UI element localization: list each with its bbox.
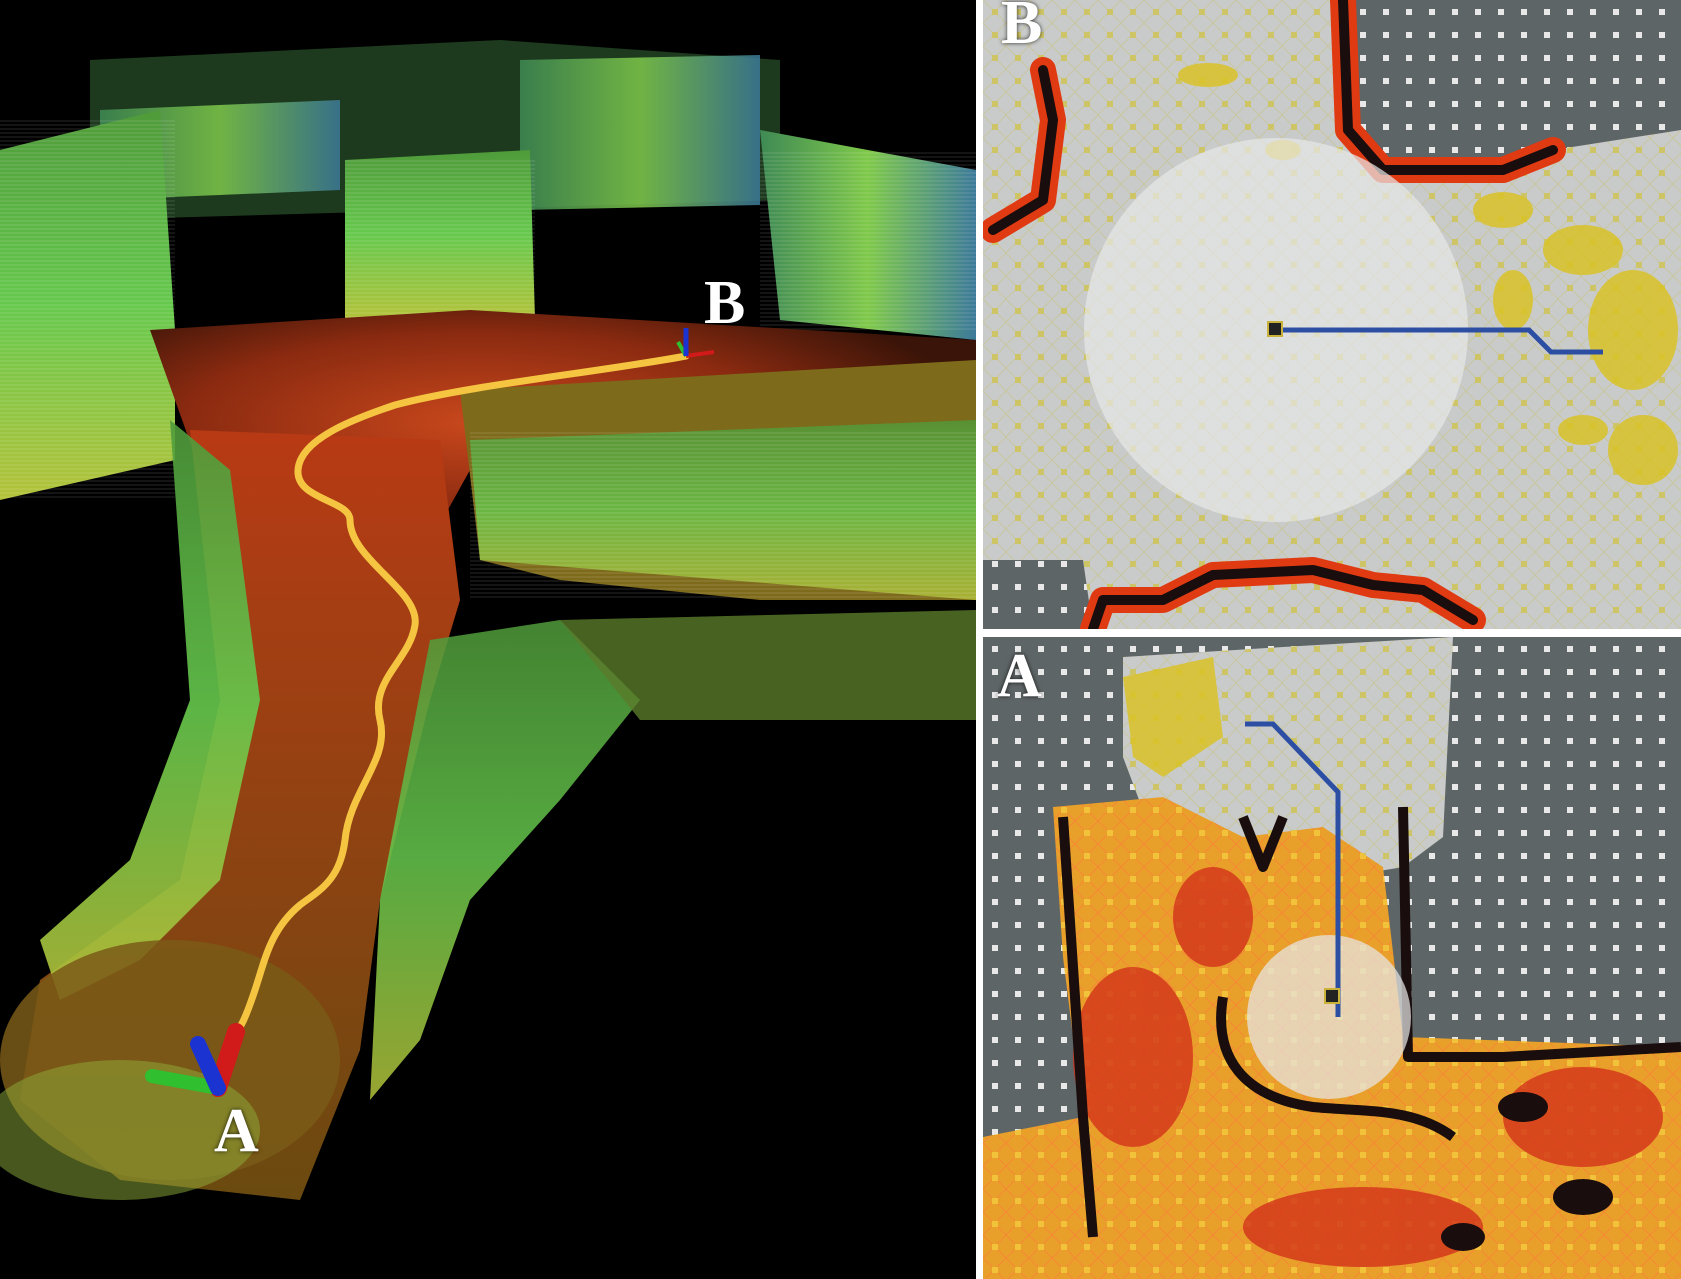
global-plan	[1276, 327, 1603, 355]
end-pose-axes	[676, 328, 715, 358]
start-pose-axes	[145, 1023, 245, 1097]
end-label: B	[704, 269, 746, 337]
inflated-cells-upper	[1123, 657, 1223, 777]
point-cloud-view	[0, 40, 976, 1200]
lethal-halo	[1073, 867, 1663, 1267]
point-cloud-panel: B A	[0, 40, 976, 1200]
vertical-divider	[976, 0, 983, 1279]
corridor-left-wall	[40, 420, 260, 1000]
robot-marker	[1324, 988, 1340, 1004]
obstacles	[1058, 806, 1681, 1238]
horizontal-divider	[983, 629, 1681, 637]
costmap-a	[983, 637, 1681, 1279]
costmap-panel-a: A	[983, 637, 1681, 1279]
costmap-b	[983, 0, 1681, 629]
robot-footprint	[1247, 935, 1411, 1099]
ledge-lower-face	[560, 610, 976, 720]
panel-b-label: B	[1001, 0, 1043, 57]
back-wall-right	[520, 55, 760, 210]
obstacles	[983, 0, 1566, 629]
obstacle-points	[1441, 1092, 1613, 1251]
robot-marker	[1267, 321, 1283, 337]
corridor-right-wall	[370, 620, 640, 1100]
panel-a-label: A	[997, 642, 1042, 710]
global-plan	[1245, 721, 1341, 1017]
trajectory-path	[226, 352, 690, 1044]
start-label: A	[214, 1097, 259, 1165]
costmap-panel-b: B	[983, 0, 1681, 629]
